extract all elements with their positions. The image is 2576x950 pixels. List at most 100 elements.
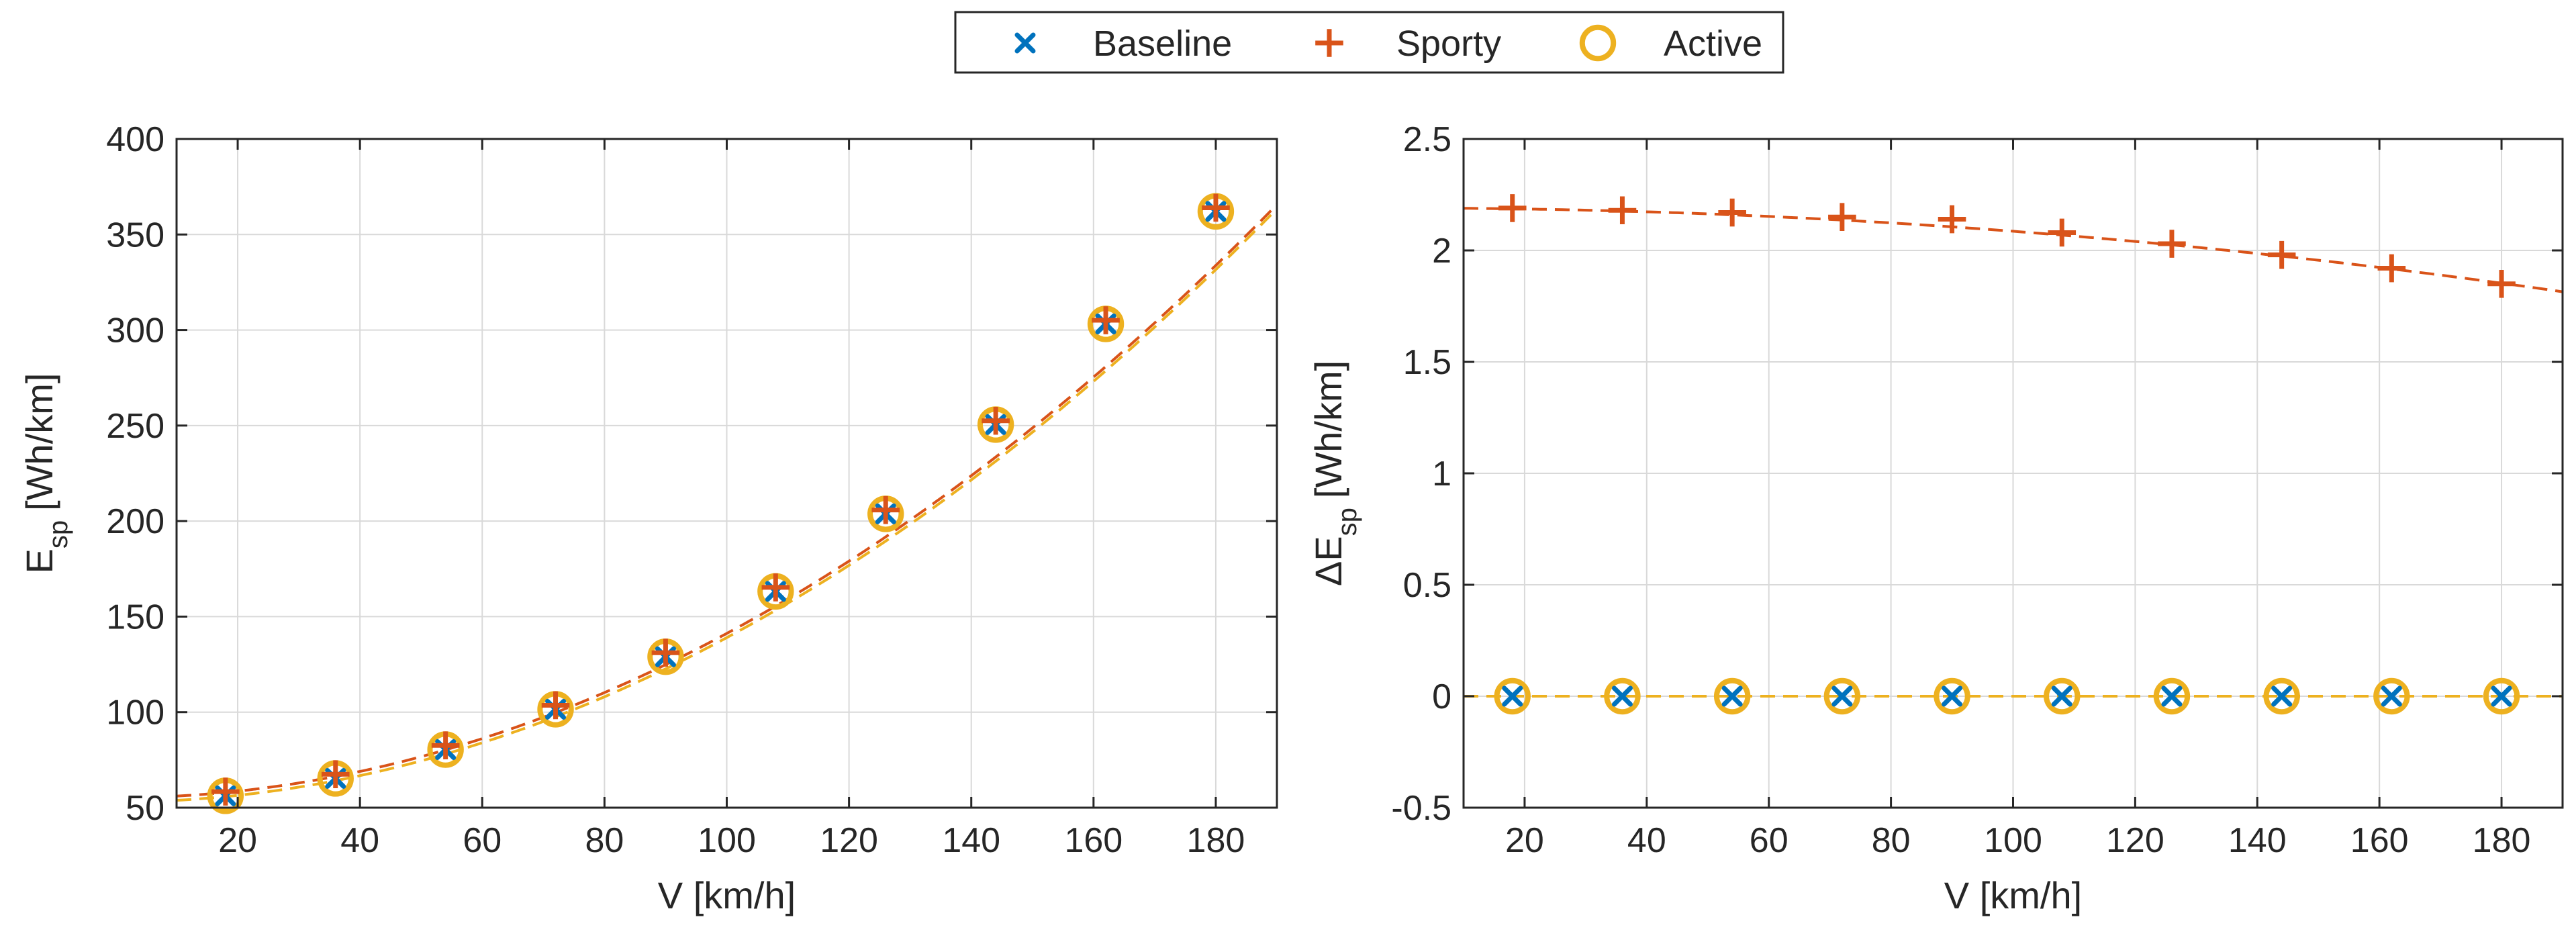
y-axis-label-main: ΔE (1307, 536, 1349, 586)
x-tick-label: 160 (1064, 821, 1123, 860)
x-axis-label: V [km/h] (1944, 874, 2082, 916)
sporty-point (1202, 193, 1230, 222)
sporty-point (1608, 196, 1637, 225)
sporty-point (2267, 240, 2296, 269)
y-tick-label: 350 (106, 216, 164, 254)
active-point (2044, 677, 2081, 715)
legend-item-baseline: Baseline (1014, 23, 1232, 64)
x-tick-label: 80 (585, 821, 624, 860)
y-axis-label-sub: sp (44, 520, 73, 549)
x-tick-label: 140 (2228, 821, 2287, 860)
x-tick-label: 100 (698, 821, 756, 860)
x-tick-label: 180 (2473, 821, 2531, 860)
sporty-point (2048, 218, 2077, 247)
y-tick-label: 50 (126, 789, 164, 828)
legend-item-sporty: Sporty (1315, 23, 1501, 64)
legend-label: Active (1664, 23, 1762, 64)
sporty-point (2377, 254, 2406, 283)
sporty-point (1718, 198, 1746, 227)
x-tick-label: 120 (820, 821, 878, 860)
baseline-point (1942, 685, 1963, 707)
legend-box (954, 11, 1784, 74)
right-plot: 20 40 60 80 100 120 140 160 180 -0.5 0 0.5 1 1.5 2 2.5 V… (1307, 120, 2564, 916)
x-icon (1014, 32, 1036, 54)
sporty-point (761, 573, 790, 602)
x-tick-label: 180 (1187, 821, 1245, 860)
y-axis-label-main: E (18, 549, 60, 573)
x-tick-label: 60 (463, 821, 502, 860)
y-tick-label: 200 (106, 502, 164, 541)
markers (207, 193, 1235, 814)
x-tick-label: 20 (1505, 821, 1544, 860)
plus-icon (1315, 29, 1343, 57)
y-tick-label: -0.5 (1391, 789, 1451, 828)
y-tick-label: 2.5 (1403, 120, 1451, 159)
baseline-point (2051, 685, 2072, 707)
y-axis-label: ΔEsp [Wh/km] (1307, 361, 1362, 586)
y-axis-label-sub: sp (1333, 508, 1362, 536)
x-tick-label: 40 (1627, 821, 1666, 860)
active-fit-line (177, 207, 1277, 802)
baseline-point (1611, 685, 1633, 707)
legend-item-active: Active (1579, 23, 1762, 64)
y-axis-label: Esp [Wh/km] (18, 373, 73, 574)
sporty-point (541, 691, 570, 720)
sporty-point (651, 638, 680, 667)
sporty-point (431, 731, 460, 760)
baseline-point (1831, 685, 1853, 707)
baseline-point (2381, 685, 2402, 707)
y-tick-label: 1 (1432, 455, 1451, 493)
sporty-point (1828, 203, 1856, 231)
active-point (2263, 677, 2300, 715)
sporty-point (2158, 230, 2186, 258)
active-point (1823, 677, 1861, 715)
legend-label: Baseline (1093, 23, 1232, 64)
active-point (1494, 677, 1531, 715)
x-axis-label: V [km/h] (658, 874, 796, 916)
ticks: 20 40 60 80 100 120 140 160 180 -0.5 0 0.5 1 1.5 2 2.5 (1391, 120, 2563, 860)
sporty-point (1938, 205, 1966, 234)
x-tick-label: 160 (2350, 821, 2409, 860)
sporty-point (321, 760, 350, 788)
x-tick-label: 80 (1872, 821, 1911, 860)
baseline-point (2271, 685, 2293, 707)
baseline-point (1502, 685, 1523, 707)
y-tick-label: 250 (106, 407, 164, 446)
circle-icon (1579, 24, 1617, 62)
y-tick-label: 400 (106, 120, 164, 159)
y-axis-label-unit: [Wh/km] (18, 373, 60, 511)
baseline-point (1721, 685, 1743, 707)
sporty-point (982, 406, 1010, 435)
baseline-point (2161, 685, 2183, 707)
active-point (2483, 677, 2520, 715)
y-tick-label: 300 (106, 312, 164, 350)
left-plot: 20 40 60 80 100 120 140 160 180 50 100 150 200 250 300… (18, 120, 1278, 916)
legend: Baseline Sporty Active (954, 11, 1784, 74)
y-tick-label: 100 (106, 694, 164, 732)
x-tick-label: 140 (942, 821, 1000, 860)
active-point (1713, 677, 1751, 715)
x-tick-label: 60 (1750, 821, 1788, 860)
x-tick-label: 40 (340, 821, 379, 860)
ticks: 20 40 60 80 100 120 140 160 180 50 100 150 200 250 300… (106, 120, 1277, 860)
y-axis-label-unit: [Wh/km] (1307, 361, 1349, 498)
baseline-point (2491, 685, 2512, 707)
x-tick-label: 120 (2106, 821, 2164, 860)
sporty-point (2487, 270, 2516, 298)
y-tick-label: 1.5 (1403, 343, 1451, 382)
y-tick-label: 150 (106, 598, 164, 636)
fit-lines (177, 203, 1277, 802)
x-tick-label: 20 (218, 821, 257, 860)
active-point (2373, 677, 2410, 715)
y-tick-label: 2 (1432, 232, 1451, 271)
sporty-point (1092, 306, 1120, 334)
x-tick-label: 100 (1984, 821, 2042, 860)
y-tick-label: 0 (1432, 677, 1451, 716)
sporty-point (211, 777, 240, 806)
active-point (1604, 677, 1641, 715)
active-point (2153, 677, 2191, 715)
sporty-fit-line (177, 203, 1277, 798)
legend-label: Sporty (1396, 23, 1501, 64)
sporty-point (1498, 194, 1527, 222)
